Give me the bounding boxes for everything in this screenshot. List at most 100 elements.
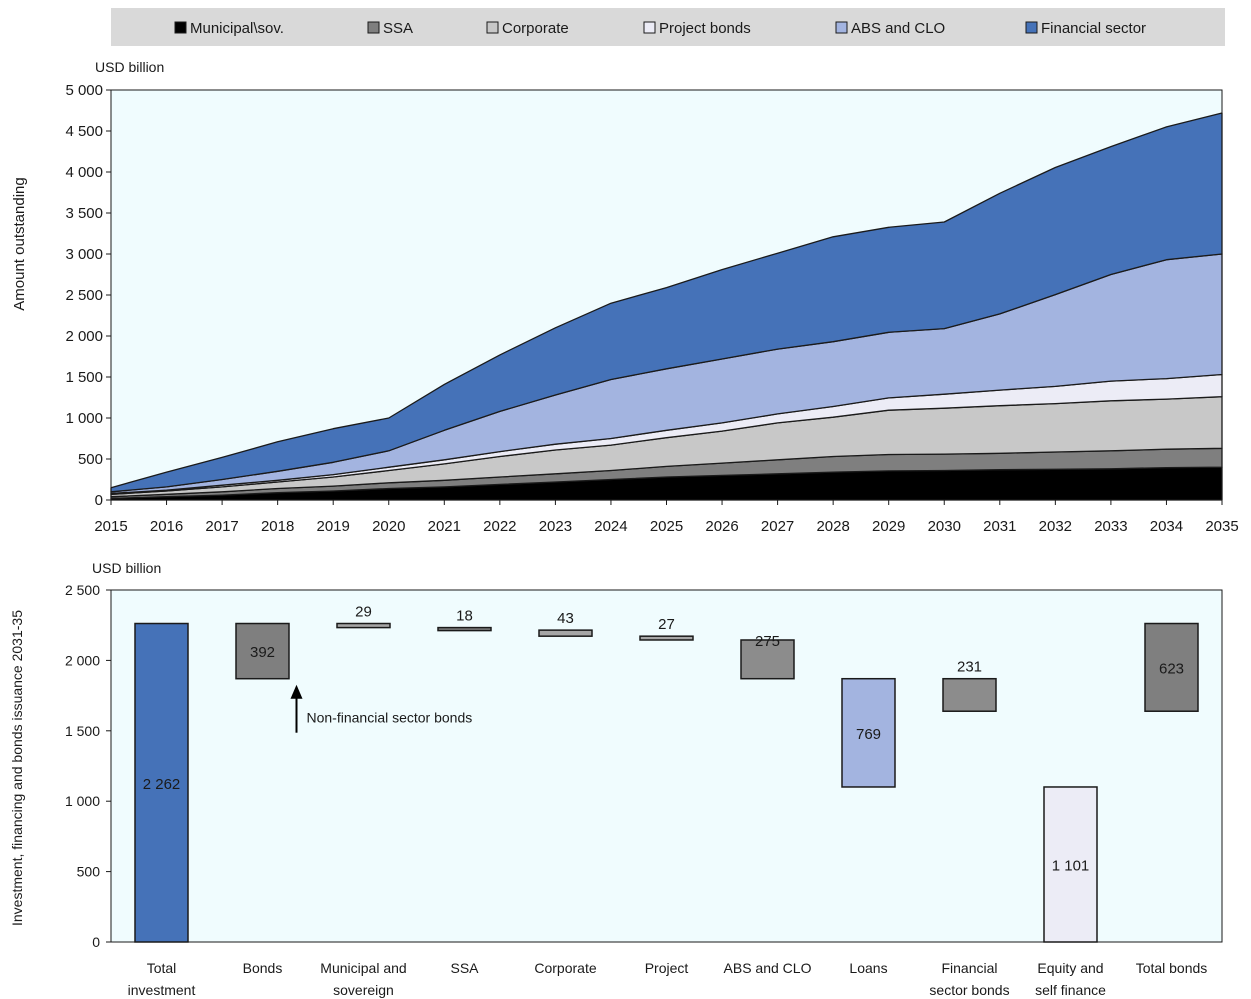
bottom-x-ticks: Total investment Bonds Municipal and soverei… bbox=[128, 960, 1208, 998]
waterfall-bar bbox=[740, 639, 795, 680]
x-category-label: Loans bbox=[849, 960, 887, 976]
x-category-label: sector bonds bbox=[929, 982, 1009, 998]
annotation-arrow-head bbox=[290, 684, 303, 699]
x-category-label: ABS and CLO bbox=[724, 960, 812, 976]
waterfall-bar bbox=[134, 622, 189, 943]
top-x-ticks: 2015 2016 2017 2018 2019 2020 2021 2022 2023 2024… bbox=[94, 500, 1239, 535]
x-category-label: Total bonds bbox=[1136, 960, 1208, 976]
y-tick-label: 500 bbox=[78, 451, 103, 468]
x-tick-label: 2019 bbox=[317, 518, 350, 535]
x-tick-label: 2033 bbox=[1094, 518, 1127, 535]
y-tick-label: 4 000 bbox=[65, 164, 103, 181]
y-tick-label: 3 500 bbox=[65, 205, 103, 222]
bar-data-label: 275 bbox=[755, 633, 780, 650]
waterfall-bar bbox=[1144, 622, 1199, 712]
legend-swatch bbox=[174, 21, 187, 34]
bottom-y-ticks: 0 500 1 000 1 500 2 000 2 500 bbox=[65, 582, 111, 950]
x-category-label: Corporate bbox=[534, 960, 596, 976]
x-tick-label: 2021 bbox=[428, 518, 461, 535]
x-category-label: Total bbox=[147, 960, 177, 976]
x-tick-label: 2024 bbox=[594, 518, 627, 535]
y-tick-label: 2 000 bbox=[65, 328, 103, 345]
x-tick-label: 2028 bbox=[816, 518, 849, 535]
x-category-label: sovereign bbox=[333, 982, 394, 998]
x-tick-label: 2029 bbox=[872, 518, 905, 535]
waterfall-bar bbox=[235, 622, 290, 680]
legend-label: ABS and CLO bbox=[851, 20, 945, 37]
bar-data-label: 1 101 bbox=[1052, 857, 1090, 874]
x-tick-label: 2016 bbox=[150, 518, 183, 535]
y-tick-label: 0 bbox=[92, 934, 100, 950]
x-tick-label: 2017 bbox=[205, 518, 238, 535]
x-category-label: investment bbox=[128, 982, 196, 998]
bottom-y-axis-title: Investment, financing and bonds issuance… bbox=[9, 610, 25, 926]
legend-label: Project bonds bbox=[659, 20, 751, 37]
x-tick-label: 2035 bbox=[1205, 518, 1238, 535]
top-unit-label: USD billion bbox=[95, 59, 164, 75]
legend-label: SSA bbox=[383, 20, 413, 37]
x-tick-label: 2022 bbox=[483, 518, 516, 535]
y-tick-label: 5 000 bbox=[65, 82, 103, 99]
y-tick-label: 1 000 bbox=[65, 793, 100, 809]
x-tick-label: 2032 bbox=[1039, 518, 1072, 535]
waterfall-bar bbox=[1043, 786, 1098, 943]
x-category-label: SSA bbox=[450, 960, 479, 976]
legend-swatch bbox=[835, 21, 848, 34]
x-tick-label: 2020 bbox=[372, 518, 405, 535]
y-tick-label: 2 500 bbox=[65, 287, 103, 304]
area-series bbox=[110, 112, 1223, 493]
waterfall-bar bbox=[841, 677, 896, 788]
bar-data-label: 623 bbox=[1159, 660, 1184, 677]
y-tick-label: 1 500 bbox=[65, 723, 100, 739]
legend-label: Financial sector bbox=[1041, 20, 1146, 37]
legend-swatch bbox=[643, 21, 656, 34]
x-category-label: Financial bbox=[941, 960, 997, 976]
legend: Municipal\sov. SSA Corporate Project bonds A… bbox=[174, 20, 1146, 37]
top-y-axis-title: Amount outstanding bbox=[11, 177, 28, 310]
bar-data-label: 18 bbox=[456, 608, 473, 625]
x-category-label: Municipal and bbox=[320, 960, 406, 976]
x-tick-label: 2026 bbox=[705, 518, 738, 535]
bottom-unit-label: USD billion bbox=[92, 560, 161, 576]
waterfall-bar bbox=[942, 677, 997, 712]
x-category-label: self finance bbox=[1035, 982, 1106, 998]
y-tick-label: 4 500 bbox=[65, 123, 103, 140]
x-category-label: Bonds bbox=[243, 960, 283, 976]
x-category-label: Project bbox=[645, 960, 689, 976]
y-tick-label: 1 500 bbox=[65, 369, 103, 386]
x-tick-label: 2015 bbox=[94, 518, 127, 535]
bar-data-label: 769 bbox=[856, 726, 881, 743]
legend-swatch bbox=[486, 21, 499, 34]
bottom-waterfall-bars: 2 262 392 29 18 43 27 275 769 231 1 101 623 bbox=[134, 604, 1199, 943]
waterfall-bar bbox=[538, 629, 593, 637]
top-y-ticks: 0 500 1 000 1 500 2 000 2 500 3 000 3 500 4 000 4… bbox=[65, 82, 111, 509]
legend-label: Corporate bbox=[502, 20, 569, 37]
waterfall-bar bbox=[336, 622, 391, 629]
bar-data-label: 43 bbox=[557, 610, 574, 627]
waterfall-bar bbox=[437, 626, 492, 632]
bar-data-label: 231 bbox=[957, 659, 982, 676]
x-tick-label: 2018 bbox=[261, 518, 294, 535]
legend-label: Municipal\sov. bbox=[190, 20, 284, 37]
x-tick-label: 2023 bbox=[539, 518, 572, 535]
y-tick-label: 2 500 bbox=[65, 582, 100, 598]
annotation-text: Non-financial sector bonds bbox=[307, 710, 473, 726]
bonds-annotation: Non-financial sector bonds bbox=[290, 684, 473, 733]
y-tick-label: 2 000 bbox=[65, 652, 100, 668]
top-area-series bbox=[110, 112, 1223, 501]
x-tick-label: 2031 bbox=[983, 518, 1016, 535]
bar-data-label: 29 bbox=[355, 604, 372, 621]
bar-data-label: 392 bbox=[250, 644, 275, 661]
legend-background bbox=[111, 8, 1225, 46]
y-tick-label: 500 bbox=[77, 864, 101, 880]
x-tick-label: 2030 bbox=[928, 518, 961, 535]
y-tick-label: 0 bbox=[95, 492, 103, 509]
y-tick-label: 3 000 bbox=[65, 246, 103, 263]
legend-swatch bbox=[367, 21, 380, 34]
bottom-plot-area bbox=[110, 589, 1223, 943]
x-tick-label: 2034 bbox=[1150, 518, 1183, 535]
x-tick-label: 2027 bbox=[761, 518, 794, 535]
legend-swatch bbox=[1025, 21, 1038, 34]
x-category-label: Equity and bbox=[1037, 960, 1103, 976]
